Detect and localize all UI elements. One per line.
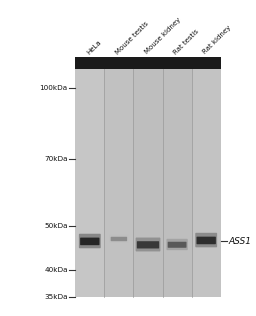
FancyBboxPatch shape — [111, 237, 127, 241]
Text: 40kDa: 40kDa — [44, 267, 68, 273]
Text: Mouse testis: Mouse testis — [115, 20, 150, 55]
FancyBboxPatch shape — [79, 234, 101, 248]
Bar — [104, 57, 133, 297]
Bar — [104, 57, 133, 69]
Bar — [75, 57, 104, 69]
Text: 35kDa: 35kDa — [44, 294, 68, 300]
Text: HeLa: HeLa — [86, 39, 102, 55]
Text: Rat kidney: Rat kidney — [202, 25, 232, 55]
Bar — [133, 57, 163, 297]
FancyBboxPatch shape — [109, 235, 129, 243]
FancyBboxPatch shape — [168, 242, 187, 248]
Bar — [75, 57, 221, 297]
Bar — [192, 57, 221, 69]
Text: 50kDa: 50kDa — [44, 223, 68, 229]
FancyBboxPatch shape — [197, 237, 216, 244]
FancyBboxPatch shape — [136, 238, 161, 252]
Text: 70kDa: 70kDa — [44, 156, 68, 162]
Bar — [163, 57, 192, 297]
FancyBboxPatch shape — [80, 238, 100, 245]
Text: Rat testis: Rat testis — [173, 28, 200, 55]
Text: 100kDa: 100kDa — [40, 85, 68, 91]
FancyBboxPatch shape — [166, 239, 188, 250]
Text: Mouse kidney: Mouse kidney — [144, 17, 182, 55]
Bar — [192, 57, 221, 297]
Bar — [75, 57, 104, 297]
FancyBboxPatch shape — [137, 241, 159, 248]
Text: ASS1: ASS1 — [228, 237, 251, 246]
Bar — [133, 57, 163, 69]
FancyBboxPatch shape — [195, 233, 217, 247]
Bar — [163, 57, 192, 69]
